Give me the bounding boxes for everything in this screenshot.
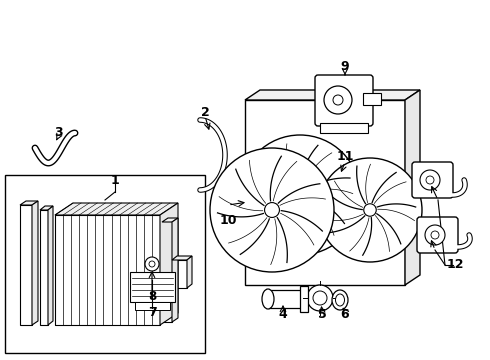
Polygon shape <box>172 218 178 322</box>
Bar <box>5 175 205 353</box>
Circle shape <box>293 188 307 202</box>
Bar <box>172 260 187 288</box>
Text: 9: 9 <box>341 60 349 73</box>
FancyBboxPatch shape <box>315 75 373 126</box>
Bar <box>300 286 308 312</box>
Bar <box>162 222 172 322</box>
Circle shape <box>210 148 334 272</box>
Polygon shape <box>20 201 38 205</box>
Circle shape <box>265 203 279 217</box>
Ellipse shape <box>332 290 348 310</box>
Text: 1: 1 <box>111 174 120 186</box>
Circle shape <box>145 257 159 271</box>
Circle shape <box>425 225 445 245</box>
Circle shape <box>431 231 439 239</box>
Text: 11: 11 <box>336 150 354 163</box>
Circle shape <box>364 204 376 216</box>
Circle shape <box>318 158 422 262</box>
Text: 6: 6 <box>341 309 349 321</box>
Polygon shape <box>162 218 178 222</box>
Bar <box>55 215 160 325</box>
Text: 10: 10 <box>219 213 237 226</box>
Polygon shape <box>40 206 53 210</box>
Circle shape <box>333 95 343 105</box>
Polygon shape <box>172 256 192 260</box>
Bar <box>130 272 175 302</box>
Polygon shape <box>55 203 178 215</box>
Polygon shape <box>32 201 38 325</box>
Text: 4: 4 <box>279 309 287 321</box>
Circle shape <box>426 176 434 184</box>
Bar <box>245 100 405 285</box>
Bar <box>363 93 381 105</box>
Text: 12: 12 <box>446 258 464 271</box>
Polygon shape <box>160 203 178 325</box>
Polygon shape <box>405 90 420 285</box>
Polygon shape <box>48 206 53 325</box>
Polygon shape <box>187 256 192 288</box>
Circle shape <box>324 86 352 114</box>
Ellipse shape <box>336 294 344 306</box>
Circle shape <box>149 261 155 267</box>
Text: 5: 5 <box>318 309 326 321</box>
Bar <box>135 302 170 310</box>
Circle shape <box>420 170 440 190</box>
Circle shape <box>313 291 327 305</box>
Text: 3: 3 <box>54 126 62 139</box>
Circle shape <box>240 135 360 255</box>
Text: 7: 7 <box>147 306 156 319</box>
Polygon shape <box>245 90 420 100</box>
Bar <box>20 205 32 325</box>
Ellipse shape <box>262 289 274 309</box>
FancyBboxPatch shape <box>412 162 453 198</box>
Text: 8: 8 <box>148 289 156 302</box>
Circle shape <box>307 285 333 311</box>
Text: 2: 2 <box>200 105 209 118</box>
Bar <box>40 210 48 325</box>
Bar <box>268 290 303 308</box>
Bar <box>320 123 368 133</box>
FancyBboxPatch shape <box>417 217 458 253</box>
